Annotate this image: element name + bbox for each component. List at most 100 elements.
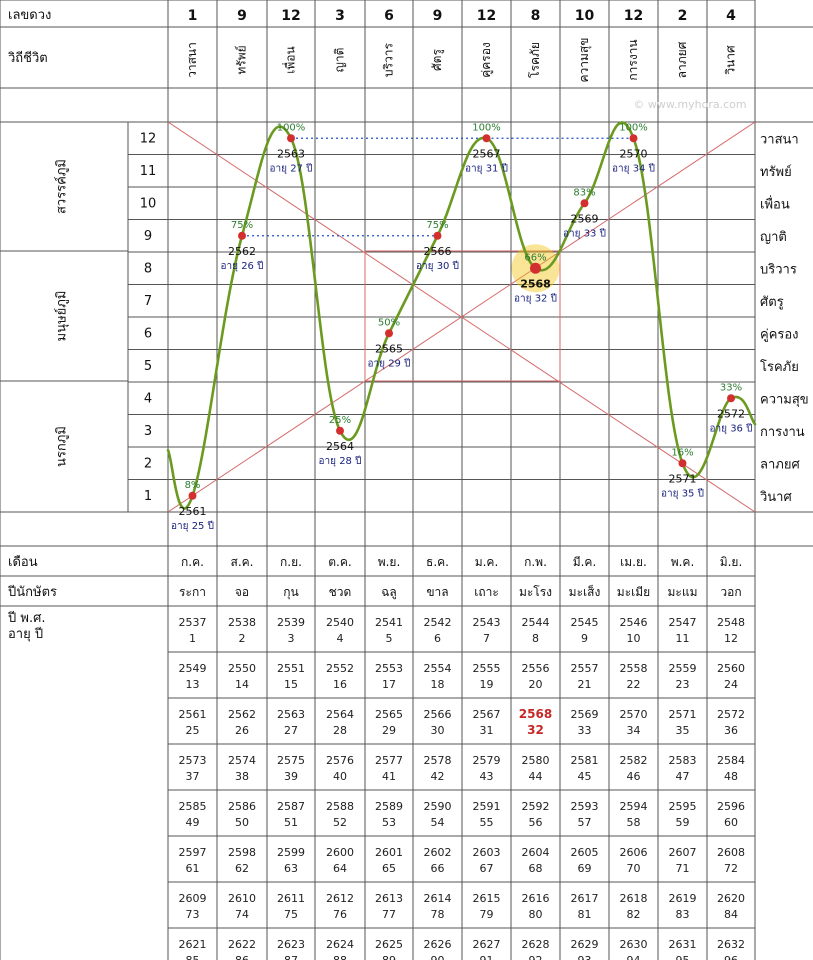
pct-label: 25% — [329, 415, 351, 426]
year-cell: 2613 — [375, 892, 403, 905]
year-cell: 2578 — [424, 754, 452, 767]
right-label: เพื่อน — [760, 195, 790, 212]
year-cell: 2630 — [620, 938, 648, 951]
age-cell: 20 — [529, 678, 543, 691]
year-cell: 2560 — [717, 662, 745, 675]
year-cell: 2626 — [424, 938, 452, 951]
age-cell: 13 — [186, 678, 200, 691]
age-cell: 86 — [235, 954, 249, 960]
age-cell: 27 — [284, 724, 298, 737]
pct-label: 8% — [185, 480, 201, 491]
age-cell: 76 — [333, 908, 347, 921]
age-cell: 91 — [480, 954, 494, 960]
age-cell: 37 — [186, 770, 200, 783]
year-cell: 2615 — [473, 892, 501, 905]
age-cell: 53 — [382, 816, 396, 829]
year-cell: 2596 — [717, 800, 745, 813]
level-number: 4 — [144, 391, 152, 406]
life-label: การงาน — [626, 39, 640, 80]
year-cell: 2589 — [375, 800, 403, 813]
year-cell: 2611 — [277, 892, 305, 905]
year-label: 2571 — [669, 472, 697, 485]
year-cell: 2567 — [473, 708, 501, 721]
year-label: 2565 — [375, 342, 403, 355]
age-cell: 80 — [529, 908, 543, 921]
month-cell: ก.ย. — [280, 555, 302, 569]
age-cell: 83 — [676, 908, 690, 921]
header-number: 9 — [237, 8, 247, 24]
age-cell: 95 — [676, 954, 690, 960]
age-label: อายุ 34 ปี — [612, 162, 655, 174]
age-cell: 6 — [434, 632, 441, 645]
year-cell: 2584 — [717, 754, 745, 767]
year-cell: 2632 — [717, 938, 745, 951]
year-cell: 2616 — [522, 892, 550, 905]
year-cell: 2612 — [326, 892, 354, 905]
life-label: บริวาร — [382, 42, 396, 77]
year-cell: 2622 — [228, 938, 256, 951]
age-cell: 1 — [189, 632, 196, 645]
month-cell: ต.ค. — [328, 555, 351, 569]
year-cell: 2566 — [424, 708, 452, 721]
age-cell: 56 — [529, 816, 543, 829]
age-cell: 11 — [676, 632, 690, 645]
data-point — [727, 394, 735, 403]
level-number: 10 — [140, 196, 157, 211]
year-label: 2569 — [571, 212, 599, 225]
age-label: อายุ 27 ปี — [270, 162, 313, 174]
pct-label: 100% — [277, 122, 306, 133]
age-cell: 5 — [386, 632, 393, 645]
year-cell: 2576 — [326, 754, 354, 767]
age-cell: 55 — [480, 816, 494, 829]
year-cell: 2610 — [228, 892, 256, 905]
age-cell: 89 — [382, 954, 396, 960]
year-cell: 2592 — [522, 800, 550, 813]
pct-label: 16% — [671, 447, 693, 458]
pct-label: 100% — [472, 122, 501, 133]
year-cell: 2590 — [424, 800, 452, 813]
age-cell: 3 — [288, 632, 295, 645]
month-cell: พ.ย. — [378, 555, 401, 569]
year-cell: 2588 — [326, 800, 354, 813]
data-point — [238, 231, 246, 240]
watermark: © www.myhora.com — [633, 98, 746, 111]
age-cell: 24 — [724, 678, 738, 691]
right-label: วินาศ — [759, 490, 792, 505]
guide-line — [167, 121, 756, 513]
year-cell: 2597 — [179, 846, 207, 859]
header-number: 1 — [188, 8, 198, 24]
pct-label: 75% — [426, 220, 448, 231]
age-cell: 65 — [382, 862, 396, 875]
header-number: 12 — [624, 8, 643, 24]
age-cell: 63 — [284, 862, 298, 875]
year-cell: 2546 — [620, 616, 648, 629]
year-cell: 2603 — [473, 846, 501, 859]
age-cell: 21 — [578, 678, 592, 691]
age-cell: 94 — [627, 954, 641, 960]
year-cell: 2593 — [571, 800, 599, 813]
age-cell: 57 — [578, 816, 592, 829]
age-cell: 9 — [581, 632, 588, 645]
year-cell: 2575 — [277, 754, 305, 767]
year-cell: 2564 — [326, 708, 354, 721]
year-cell: 2582 — [620, 754, 648, 767]
pct-label: 83% — [573, 187, 595, 198]
year-cell: 2579 — [473, 754, 501, 767]
data-point — [188, 491, 197, 500]
data-point — [287, 134, 295, 143]
data-point — [433, 231, 442, 240]
year-cell: 2600 — [326, 846, 354, 859]
year-cell: 2585 — [179, 800, 207, 813]
header-number: 3 — [335, 8, 345, 24]
age-cell: 30 — [431, 724, 445, 737]
age-label: อายุ 29 ปี — [368, 357, 411, 369]
year-cell: 2577 — [375, 754, 403, 767]
level-number: 5 — [144, 359, 152, 374]
year-label: 2561 — [179, 505, 207, 518]
year-cell: 2587 — [277, 800, 305, 813]
pct-label: 33% — [720, 382, 742, 393]
age-cell: 96 — [724, 954, 738, 960]
data-point — [482, 134, 491, 143]
age-cell: 74 — [235, 908, 249, 921]
